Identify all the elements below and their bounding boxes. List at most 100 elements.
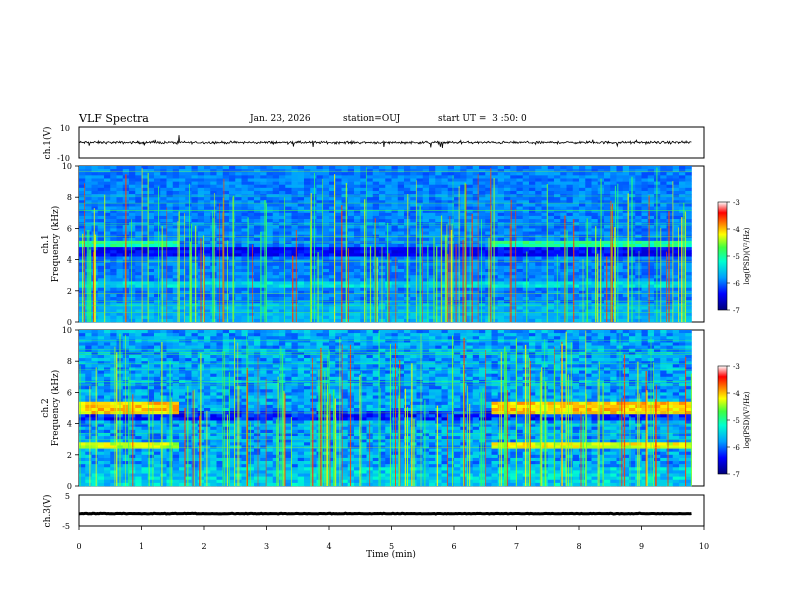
spectrogram-cell	[222, 312, 230, 317]
spectrogram-cell	[491, 256, 499, 260]
spectrogram-cell	[141, 265, 149, 270]
spectrogram-cell	[85, 215, 92, 220]
spectrogram-cell	[254, 284, 261, 288]
spectrogram-cell	[379, 169, 386, 173]
spectrogram-cell	[647, 253, 655, 257]
spectrogram-cell	[529, 184, 536, 189]
spectrogram-cell	[272, 268, 280, 273]
spectrogram-cell	[610, 200, 617, 204]
spectrogram-cell	[85, 190, 92, 195]
spectrogram-cell	[616, 197, 624, 201]
spectrogram-cell	[541, 219, 549, 223]
spectrogram-cell	[429, 262, 436, 267]
spectrogram-cell	[279, 206, 286, 210]
spectrogram-cell	[222, 237, 230, 242]
spectrogram-cell	[166, 256, 174, 260]
spectrogram-cell	[429, 290, 436, 295]
spectrogram-cell	[166, 190, 174, 195]
spectrogram-cell	[204, 187, 211, 192]
spectrogram-cell	[147, 268, 155, 273]
spectrogram-cell	[260, 244, 267, 248]
spectrogram-cell	[454, 265, 461, 270]
spectrogram-cell	[585, 209, 592, 214]
spectrogram-cell	[404, 166, 411, 170]
spectrogram-cell	[522, 256, 530, 260]
spectrogram-cell	[210, 203, 217, 207]
spectrogram-cell	[660, 240, 667, 245]
spectrogram-cell	[510, 178, 517, 182]
spectrogram-cell	[260, 290, 267, 295]
spectrogram-cell	[241, 181, 249, 186]
spectrogram-cell	[504, 297, 511, 301]
spectrogram-cell	[454, 312, 461, 317]
spectrogram-cell	[160, 287, 167, 292]
spectrogram-cell	[560, 287, 567, 292]
spectrogram-cell	[466, 187, 474, 192]
spectrogram-cell	[579, 259, 586, 264]
spectrogram-cell	[316, 215, 324, 220]
spectrogram-cell	[660, 278, 667, 282]
spectrogram-cell	[291, 212, 299, 217]
spectrogram-cell	[154, 215, 161, 220]
spectrogram-cell	[429, 259, 436, 264]
spectrogram-cell	[554, 172, 561, 176]
spectrogram-cell	[579, 209, 586, 214]
spectrogram-cell	[491, 181, 499, 186]
spectrogram-cell	[622, 284, 630, 288]
spectrogram-cell	[154, 284, 161, 288]
spectrogram-cell	[160, 225, 167, 229]
spectrogram-cell	[297, 181, 305, 186]
spectrogram-cell	[166, 306, 174, 310]
spectrogram-cell	[129, 228, 136, 232]
spectrogram-cell	[322, 166, 330, 170]
spectrogram-cell	[547, 231, 555, 235]
spectrogram-cell	[222, 253, 230, 257]
spectrogram-cell	[260, 228, 267, 232]
spectrogram-cell	[497, 175, 505, 179]
spectrogram-cell	[347, 178, 355, 182]
spectrogram-cell	[547, 240, 555, 245]
spectrogram-cell	[510, 303, 517, 307]
spectrogram-cell	[585, 309, 592, 313]
spectrogram-cell	[172, 187, 180, 192]
spectrogram-cell	[560, 268, 567, 273]
spectrogram-cell	[541, 190, 549, 195]
spectrogram-cell	[241, 231, 249, 235]
spectrogram-cell	[454, 315, 461, 320]
spectrogram-cell	[522, 247, 530, 251]
spectrogram-cell	[272, 197, 280, 201]
spectrogram-cell	[329, 250, 336, 254]
spectrogram-cell	[360, 206, 367, 210]
spectrogram-cell	[622, 203, 630, 207]
spectrogram-cell	[535, 197, 542, 201]
spectrogram-cell	[160, 303, 167, 307]
spectrogram-cell	[522, 253, 530, 257]
spectrogram-cell	[566, 219, 574, 223]
spectrogram-cell	[97, 318, 105, 323]
spectrogram-cell	[322, 206, 330, 210]
spectrogram-cell	[604, 166, 611, 170]
spectrogram-cell	[341, 281, 349, 285]
spectrogram-cell	[454, 212, 461, 217]
spectrogram-cell	[572, 278, 580, 282]
spectrogram-cell	[604, 169, 611, 173]
spectrogram-cell	[604, 172, 611, 176]
spectrogram-cell	[210, 184, 217, 189]
spectrogram-cell	[310, 284, 317, 288]
spectrogram-cell	[685, 178, 692, 182]
spectrogram-cell	[666, 175, 674, 179]
spectrogram-cell	[385, 175, 392, 179]
spectrogram-cell	[179, 200, 186, 204]
spectrogram-cell	[529, 225, 536, 229]
spectrogram-cell	[504, 256, 511, 260]
spectrogram-cell	[329, 306, 336, 310]
spectrogram-cell	[516, 237, 524, 242]
spectrogram-cell	[372, 315, 380, 320]
spectrogram-cell	[679, 169, 686, 173]
spectrogram-cell	[85, 197, 92, 201]
spectrogram-cell	[447, 222, 455, 226]
spectrogram-cell	[422, 197, 430, 201]
spectrogram-cell	[391, 181, 399, 186]
spectrogram-cell	[316, 265, 324, 270]
spectrogram-cell	[335, 203, 342, 207]
